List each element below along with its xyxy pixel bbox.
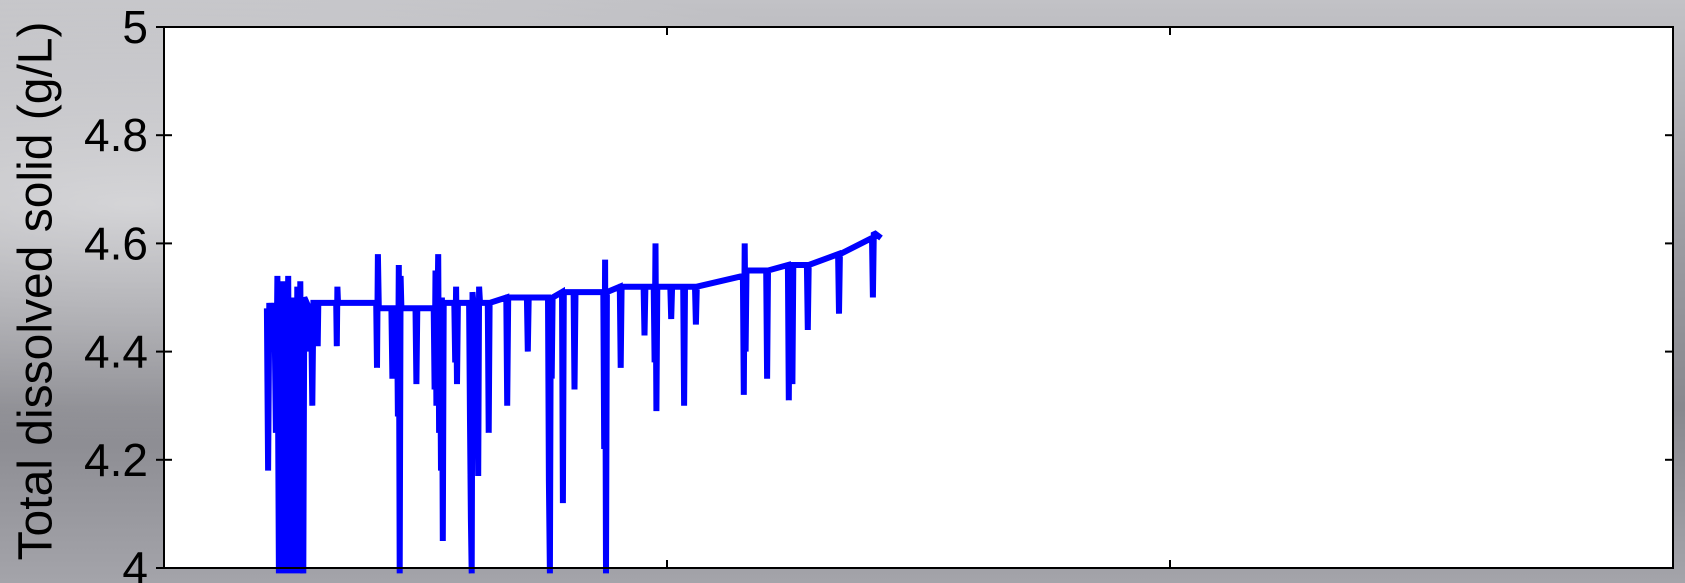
y-tick-label: 4.2 — [84, 434, 148, 486]
y-tick-label: 5 — [122, 1, 148, 53]
y-tick-label: 4.6 — [84, 217, 148, 269]
tick-layer: 4 4.2 4.4 4.6 4.8 5 — [84, 1, 1673, 583]
y-tick-label: 4.8 — [84, 109, 148, 161]
plot-area — [164, 27, 1673, 568]
data-layer — [263, 230, 883, 574]
plot-frame — [163, 26, 1674, 569]
y-tick-label: 4.4 — [84, 326, 148, 378]
series-line — [263, 230, 883, 574]
y-axis-label: Total dissolved solid (g/L) — [9, 21, 63, 561]
y-tick-label: 4 — [122, 542, 148, 583]
